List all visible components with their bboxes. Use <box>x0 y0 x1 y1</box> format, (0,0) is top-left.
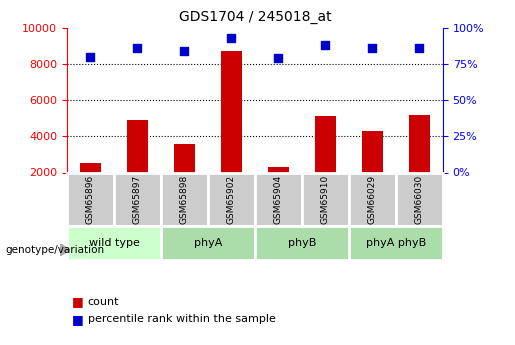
Bar <box>302 172 349 226</box>
Bar <box>268 167 289 172</box>
Point <box>180 48 188 53</box>
Text: GSM65896: GSM65896 <box>86 175 95 224</box>
Text: percentile rank within the sample: percentile rank within the sample <box>88 314 276 324</box>
Text: phyA phyB: phyA phyB <box>366 238 426 248</box>
Text: GSM66029: GSM66029 <box>368 175 377 224</box>
Bar <box>362 131 383 172</box>
Point <box>321 42 330 48</box>
Bar <box>396 172 443 226</box>
Bar <box>161 172 208 226</box>
Bar <box>221 51 242 172</box>
Point <box>87 54 95 59</box>
Bar <box>67 226 161 260</box>
Bar <box>349 172 396 226</box>
Title: GDS1704 / 245018_at: GDS1704 / 245018_at <box>179 10 331 24</box>
Bar <box>67 172 114 226</box>
Text: count: count <box>88 297 119 307</box>
Text: GSM65902: GSM65902 <box>227 175 236 224</box>
Bar <box>255 172 302 226</box>
Bar <box>255 226 349 260</box>
Text: ■: ■ <box>72 313 84 326</box>
Polygon shape <box>60 244 70 256</box>
Text: GSM65904: GSM65904 <box>274 175 283 224</box>
Point <box>133 45 142 51</box>
Text: phyB: phyB <box>288 238 316 248</box>
Bar <box>161 226 255 260</box>
Bar <box>409 115 430 172</box>
Bar <box>80 164 101 172</box>
Bar <box>315 116 336 172</box>
Text: ■: ■ <box>72 295 84 308</box>
Text: wild type: wild type <box>89 238 140 248</box>
Point <box>415 45 423 51</box>
Bar <box>208 172 255 226</box>
Text: genotype/variation: genotype/variation <box>5 245 104 255</box>
Bar <box>114 172 161 226</box>
Bar <box>349 226 443 260</box>
Bar <box>127 120 148 172</box>
Point <box>227 35 235 40</box>
Text: phyA: phyA <box>194 238 222 248</box>
Text: GSM66030: GSM66030 <box>415 175 424 224</box>
Bar <box>174 144 195 172</box>
Point <box>274 55 283 61</box>
Text: GSM65910: GSM65910 <box>321 175 330 224</box>
Text: GSM65898: GSM65898 <box>180 175 189 224</box>
Point <box>368 45 376 51</box>
Text: GSM65897: GSM65897 <box>133 175 142 224</box>
